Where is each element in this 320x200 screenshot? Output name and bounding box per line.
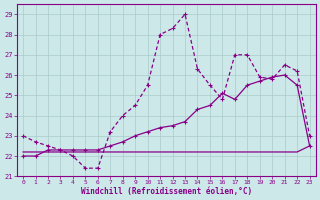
X-axis label: Windchill (Refroidissement éolien,°C): Windchill (Refroidissement éolien,°C) [81, 187, 252, 196]
